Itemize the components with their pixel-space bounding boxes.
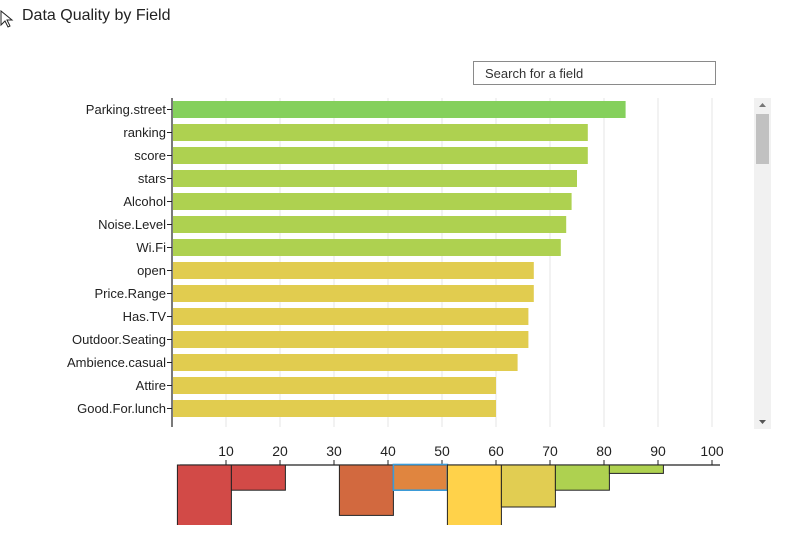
x-tick-label: 100 xyxy=(700,443,724,459)
x-tick-label: 60 xyxy=(488,443,504,459)
y-tick-label: stars xyxy=(138,171,167,186)
field-quality-bar-chart: Parking.street ranking score stars Alcohol No… xyxy=(67,98,713,427)
chevron-up-icon[interactable] xyxy=(754,98,771,112)
bar[interactable] xyxy=(173,216,567,233)
y-tick-label: Parking.street xyxy=(86,102,167,117)
bar[interactable] xyxy=(173,170,577,187)
bar[interactable] xyxy=(173,377,496,394)
y-tick-label: Outdoor.Seating xyxy=(72,332,166,347)
histogram-bin[interactable] xyxy=(392,464,448,491)
y-tick-label: Price.Range xyxy=(94,286,166,301)
quality-histogram: 10 20 30 40 50 60 70 80 90 100 xyxy=(176,443,724,525)
bar[interactable] xyxy=(173,308,529,325)
bar[interactable] xyxy=(173,124,588,141)
cursor-arrow-icon xyxy=(0,10,14,28)
bar[interactable] xyxy=(173,239,561,256)
y-tick-label: Good.For.lunch xyxy=(77,401,166,416)
histogram-bin[interactable] xyxy=(554,464,610,491)
bar[interactable] xyxy=(173,285,534,302)
x-tick-label: 80 xyxy=(596,443,612,459)
y-tick-label: score xyxy=(134,148,166,163)
bar[interactable] xyxy=(173,354,518,371)
y-tick-label: open xyxy=(137,263,166,278)
y-tick-label: Wi.Fi xyxy=(136,240,166,255)
histogram-bin[interactable] xyxy=(176,464,232,525)
bar[interactable] xyxy=(173,400,496,417)
x-tick-label: 20 xyxy=(272,443,288,459)
y-tick-label: ranking xyxy=(123,125,166,140)
y-tick-label: Has.TV xyxy=(123,309,167,324)
bar[interactable] xyxy=(173,147,588,164)
chart-scrollbar[interactable] xyxy=(754,98,771,429)
page-title: Data Quality by Field xyxy=(22,7,171,24)
y-tick-label: Attire xyxy=(136,378,166,393)
bar[interactable] xyxy=(173,101,626,118)
histogram-bin[interactable] xyxy=(608,464,664,474)
scrollbar-thumb[interactable] xyxy=(756,114,769,164)
x-tick-label: 90 xyxy=(650,443,666,459)
bar[interactable] xyxy=(173,193,572,210)
x-tick-label: 30 xyxy=(326,443,342,459)
chevron-down-icon[interactable] xyxy=(754,415,771,429)
histogram-bin[interactable] xyxy=(230,464,286,491)
y-tick-label: Alcohol xyxy=(123,194,166,209)
search-input[interactable] xyxy=(473,61,716,85)
x-tick-label: 70 xyxy=(542,443,558,459)
x-tick-label: 10 xyxy=(218,443,234,459)
x-tick-label: 40 xyxy=(380,443,396,459)
y-tick-label: Noise.Level xyxy=(98,217,166,232)
histogram-bin[interactable] xyxy=(338,464,394,516)
y-tick-label: Ambience.casual xyxy=(67,355,166,370)
bar[interactable] xyxy=(173,331,529,348)
histogram-bin[interactable] xyxy=(446,464,502,525)
histogram-bin[interactable] xyxy=(500,464,556,508)
x-tick-label: 50 xyxy=(434,443,450,459)
bar[interactable] xyxy=(173,262,534,279)
